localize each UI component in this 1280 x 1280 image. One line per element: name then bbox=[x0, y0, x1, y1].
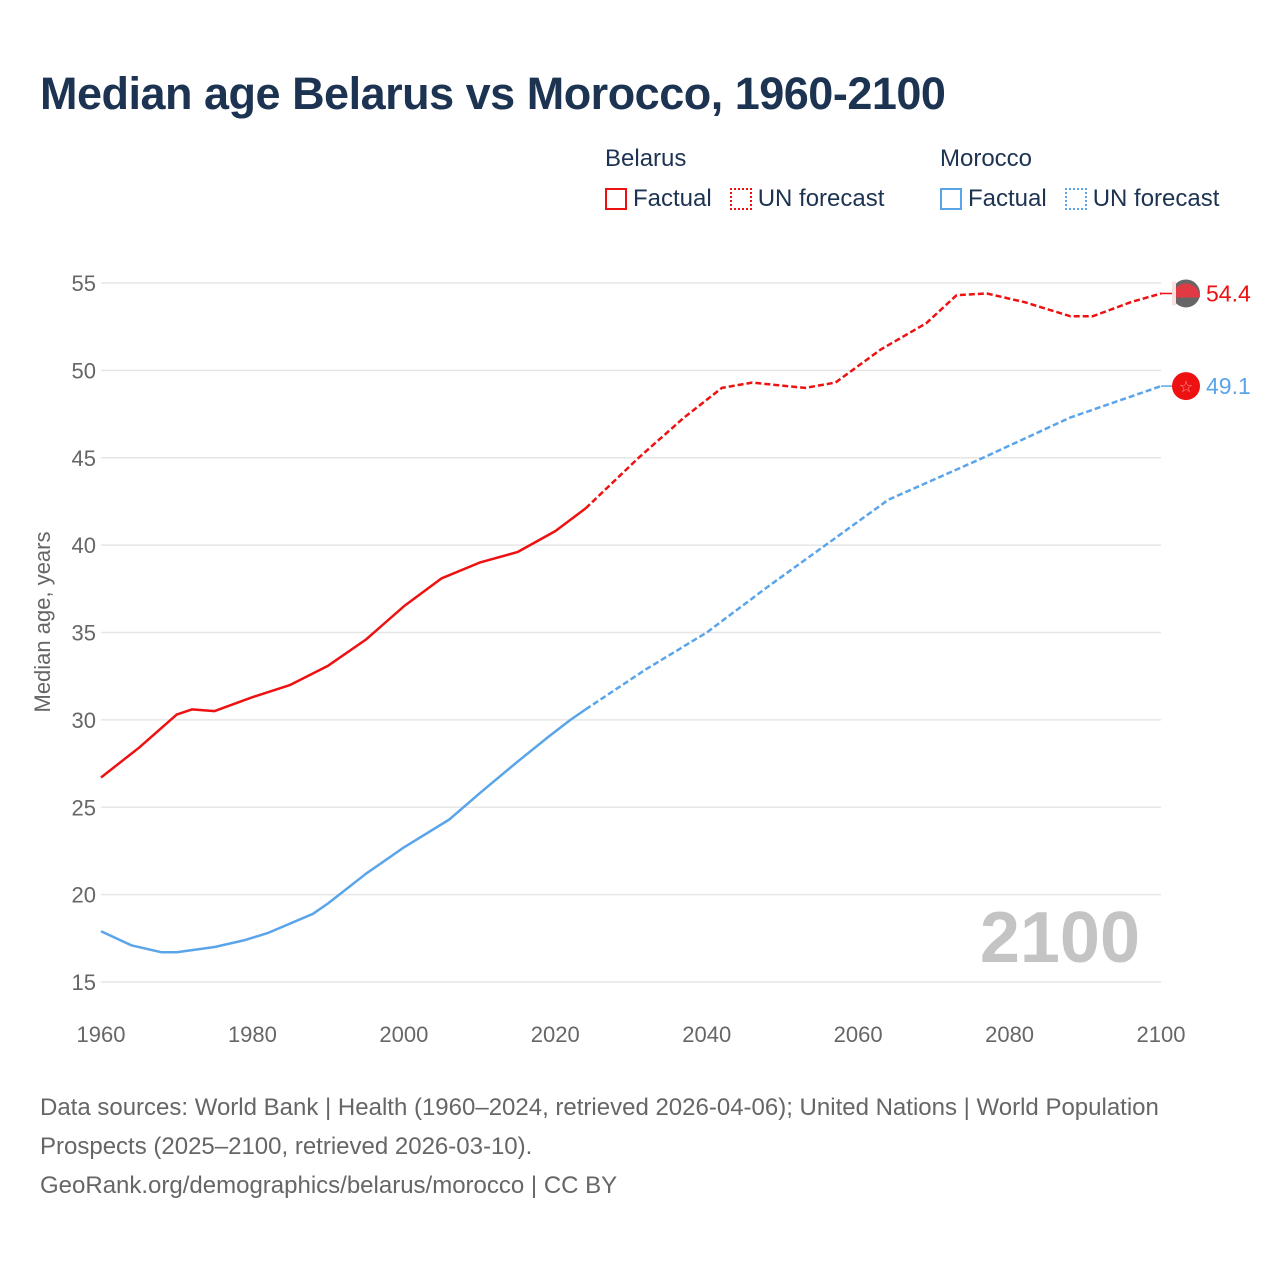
legend-morocco-forecast[interactable]: UN forecast bbox=[1064, 185, 1220, 213]
end-value-label: 54.4 bbox=[1206, 280, 1251, 306]
x-tick-label: 2020 bbox=[531, 1022, 580, 1047]
y-tick-label: 55 bbox=[72, 271, 96, 296]
end-value-label: 49.1 bbox=[1206, 373, 1251, 399]
legend-belarus-forecast[interactable]: UN forecast bbox=[729, 185, 885, 213]
y-tick-label: 25 bbox=[72, 795, 96, 820]
y-tick-label: 45 bbox=[72, 446, 96, 471]
x-tick-label: 1960 bbox=[77, 1022, 126, 1047]
legend-morocco: Morocco Factual UN forecast bbox=[940, 145, 1219, 213]
y-tick-label: 50 bbox=[72, 358, 96, 383]
footer: Data sources: World Bank | Health (1960–… bbox=[40, 1088, 1220, 1205]
morocco-flag-icon bbox=[1172, 372, 1200, 401]
legend-morocco-factual[interactable]: Factual bbox=[940, 185, 1047, 213]
legend-swatch-solid bbox=[605, 188, 627, 210]
legend-swatch-solid bbox=[940, 188, 962, 210]
belarus-flag-red bbox=[1172, 283, 1200, 298]
legend-label: UN forecast bbox=[1092, 185, 1220, 212]
legend-swatch-dotted bbox=[1064, 188, 1087, 210]
star-icon: ☆ bbox=[1179, 379, 1193, 396]
legend-label: Factual bbox=[968, 185, 1047, 212]
y-tick-label: 30 bbox=[72, 708, 96, 733]
y-tick-label: 20 bbox=[72, 883, 96, 908]
x-tick-label: 1980 bbox=[228, 1022, 277, 1047]
belarus-flag-ornament bbox=[1172, 281, 1176, 306]
legend-swatch-dotted bbox=[729, 188, 752, 210]
y-tick-label: 15 bbox=[72, 970, 96, 995]
data-sources: Data sources: World Bank | Health (1960–… bbox=[40, 1094, 1159, 1160]
y-tick-label: 35 bbox=[72, 621, 96, 646]
legend-label: UN forecast bbox=[757, 185, 885, 212]
series-line-morocco-forecast bbox=[584, 384, 1162, 711]
legend-belarus-factual[interactable]: Factual bbox=[605, 185, 712, 213]
x-tick-label: 2100 bbox=[1137, 1022, 1186, 1047]
legend-label: Factual bbox=[633, 185, 712, 212]
legend-belarus: Belarus Factual UN forecast bbox=[605, 145, 884, 213]
x-tick-label: 2080 bbox=[985, 1022, 1034, 1047]
x-tick-label: 2040 bbox=[682, 1022, 731, 1047]
series-line-belarus-forecast bbox=[584, 292, 1162, 510]
x-tick-label: 2000 bbox=[379, 1022, 428, 1047]
legend-group-label: Belarus bbox=[605, 145, 687, 172]
chart-title: Median age Belarus vs Morocco, 1960-2100 bbox=[40, 68, 946, 119]
y-tick-label: 40 bbox=[72, 533, 96, 558]
legend-group-label: Morocco bbox=[940, 145, 1033, 172]
x-tick-label: 2060 bbox=[834, 1022, 883, 1047]
series-line-belarus-factual bbox=[100, 507, 587, 779]
series-line-morocco-factual bbox=[100, 708, 587, 954]
y-axis-label: Median age, years bbox=[30, 532, 55, 713]
source-link[interactable]: GeoRank.org/demographics/belarus/morocco… bbox=[40, 1172, 618, 1199]
year-watermark: 2100 bbox=[980, 898, 1140, 978]
